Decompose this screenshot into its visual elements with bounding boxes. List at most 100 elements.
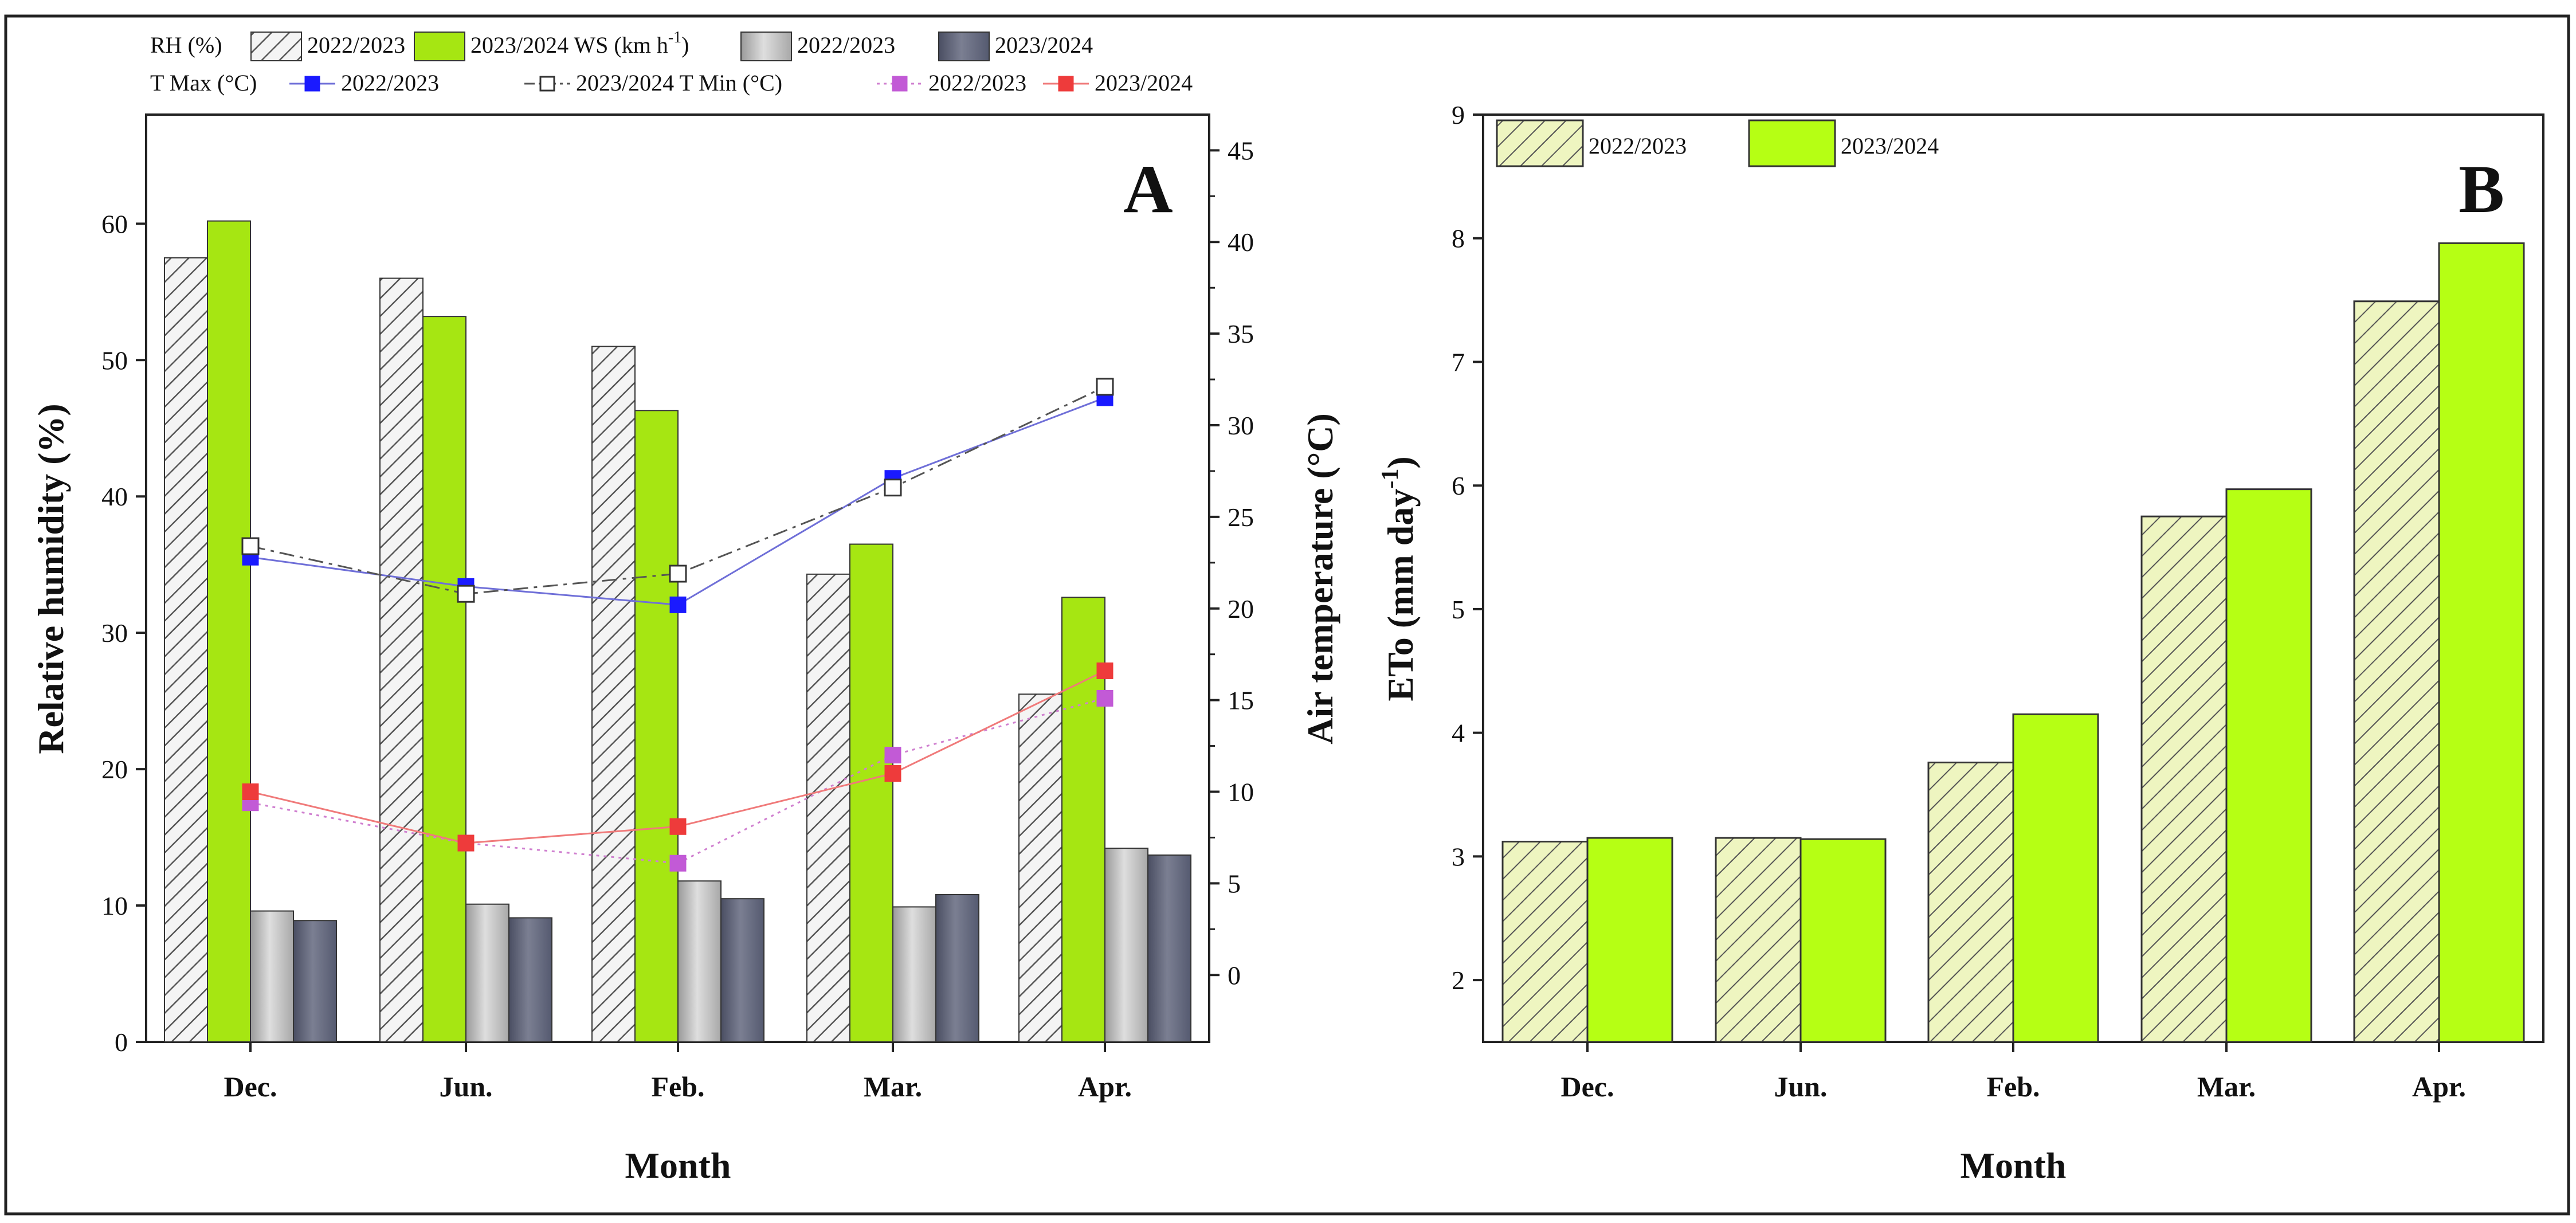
panel-b-x-axis-title: Month: [1961, 1145, 2067, 1186]
bar-rh_2023-0: [207, 220, 251, 1042]
bar-rh_2022-4: [1018, 693, 1062, 1042]
legend-marker-tmax_2022: [304, 76, 320, 92]
a-y2tick-label-4: 20: [1228, 594, 1254, 624]
bar-rh_2023-2: [634, 410, 679, 1042]
legend-swatch-ws_2023: [938, 32, 990, 61]
bar-rh_2022-0: [164, 257, 208, 1042]
legend-text-main-0-2: 2023/2024 WS (km h: [470, 32, 668, 58]
a-y2tick-label-7: 35: [1228, 319, 1254, 348]
legend-b-swatch-eto_2023: [1748, 119, 1836, 167]
b-ytick-label-7: 9: [1452, 100, 1465, 130]
panel-b-y-title-main: ETo (mm day: [1380, 489, 1421, 701]
marker-tmax_2023-4: [1096, 378, 1114, 396]
legend-b-text-0: 2022/2023: [1589, 133, 1687, 159]
panel-a-y2-axis-title: Air temperature (°C): [1300, 413, 1340, 744]
bar-ws_2023-4: [1147, 854, 1191, 1043]
panel-b-letter: B: [2459, 151, 2504, 227]
legend-text-0-4: 2023/2024: [995, 32, 1093, 58]
b-xtick-label-2: Feb.: [1986, 1071, 2040, 1103]
bar-eto_2022-4: [2353, 300, 2440, 1043]
a-y2tick-label-2: 10: [1228, 778, 1254, 807]
bar-rh_2023-1: [422, 316, 466, 1042]
legend-text-sup-0-2: -1: [668, 29, 681, 46]
legend-marker-tmin_2022: [892, 76, 908, 92]
panel-a-x-axis-title: Month: [625, 1145, 731, 1186]
panel-b-legend: 2022/2023 2023/2024: [1496, 119, 1939, 167]
a-y2tick-label-3: 15: [1228, 686, 1254, 715]
legend-text-after-0-2: ): [681, 32, 689, 58]
b-ytick-label-5: 7: [1452, 347, 1465, 377]
a-ytick-label-0: 0: [115, 1028, 128, 1057]
a-ytick-label-6: 60: [101, 209, 128, 238]
legend-text-1-1: 2022/2023: [341, 70, 439, 96]
marker-tmin_2023-1: [457, 834, 475, 852]
panel-b-axes: 2 3 4 5 6 7 8 9 Dec. Jun. Feb. Mar. Apr.: [1452, 100, 2466, 1103]
bar-ws_2023-3: [935, 894, 979, 1043]
marker-tmin_2022-2: [669, 854, 687, 872]
bar-rh_2023-3: [849, 543, 893, 1042]
b-ytick-label-4: 6: [1452, 471, 1465, 500]
legend-text-1-3: 2022/2023: [928, 70, 1026, 96]
bar-ws_2022-0: [250, 910, 294, 1042]
legend-text-main-1-2: 2023/2024 T Min (°C): [576, 70, 782, 96]
legend-text-0-2: 2023/2024 WS (km h-1): [470, 29, 689, 58]
bar-ws_2023-0: [293, 920, 337, 1042]
bar-eto_2023-1: [1799, 838, 1887, 1043]
marker-tmin_2023-0: [242, 783, 259, 801]
legend-text-main-0-4: 2023/2024: [995, 32, 1093, 58]
legend-text-0-0: RH (%): [150, 32, 222, 58]
legend-text-main-1-0: T Max (°C): [150, 70, 257, 96]
marker-tmax_2023-0: [241, 537, 260, 555]
b-xtick-label-1: Jun.: [1774, 1071, 1827, 1103]
a-xtick-label-1: Jun.: [439, 1071, 492, 1103]
legend-text-main-1-3: 2022/2023: [928, 70, 1026, 96]
bar-ws_2023-2: [720, 898, 764, 1042]
figure-frame: [4, 14, 2570, 1216]
a-y2tick-label-5: 25: [1228, 503, 1254, 532]
bar-eto_2023-2: [2012, 713, 2099, 1043]
legend-text-1-4: 2023/2024: [1095, 70, 1193, 96]
marker-tmin_2023-4: [1096, 662, 1113, 679]
panel-a: RH (%) 2022/2023 2023/2024 WS (km h-1) 2022…: [30, 29, 1340, 1186]
a-ytick-label-4: 40: [101, 482, 128, 511]
legend-text-main-0-0: RH (%): [150, 32, 222, 58]
bar-ws_2022-1: [465, 903, 509, 1043]
bar-rh_2022-1: [379, 277, 424, 1042]
marker-tmax_2023-2: [669, 565, 687, 583]
panel-a-y-axis-title: Relative humidity (%): [30, 403, 71, 754]
a-y2tick-label-9: 45: [1228, 136, 1254, 165]
legend-text-main-0-3: 2022/2023: [797, 32, 895, 58]
bar-ws_2022-3: [892, 906, 936, 1042]
bar-ws_2022-2: [677, 880, 722, 1042]
panel-b-bars: [1501, 242, 2525, 1043]
a-y2tick-label-1: 5: [1228, 869, 1241, 898]
legend-text-0-1: 2022/2023: [307, 32, 405, 58]
bar-ws_2023-1: [508, 917, 552, 1042]
panel-b-y-title-close: ): [1380, 456, 1421, 468]
a-xtick-label-4: Apr.: [1078, 1071, 1132, 1103]
legend-text-0-3: 2022/2023: [797, 32, 895, 58]
bar-eto_2023-0: [1586, 837, 1673, 1043]
a-xtick-label-2: Feb.: [651, 1071, 704, 1103]
marker-tmin_2023-2: [669, 818, 687, 835]
b-ytick-label-2: 4: [1452, 719, 1465, 748]
legend-b-swatch-eto_2022: [1496, 119, 1584, 167]
marker-tmax_2022-2: [669, 596, 687, 613]
b-ytick-label-3: 5: [1452, 595, 1465, 624]
panel-b-y-title-sup: -1: [1377, 469, 1403, 489]
bar-rh_2022-2: [591, 346, 636, 1042]
a-y2tick-label-8: 40: [1228, 228, 1254, 257]
b-xtick-label-4: Apr.: [2412, 1071, 2466, 1103]
a-xtick-label-0: Dec.: [224, 1071, 277, 1103]
bar-eto_2023-4: [2438, 242, 2525, 1043]
legend-text-1-0: T Max (°C): [150, 70, 257, 96]
bar-eto_2022-2: [1927, 761, 2014, 1043]
legend-text-main-0-1: 2022/2023: [307, 32, 405, 58]
a-ytick-label-1: 10: [101, 891, 128, 920]
legend-text-main-1-1: 2022/2023: [341, 70, 439, 96]
panel-a-legend: RH (%) 2022/2023 2023/2024 WS (km h-1) 2022…: [150, 29, 1193, 96]
a-ytick-label-5: 50: [101, 346, 128, 375]
panel-a-lines: [241, 378, 1114, 872]
marker-tmax_2023-3: [884, 479, 902, 497]
